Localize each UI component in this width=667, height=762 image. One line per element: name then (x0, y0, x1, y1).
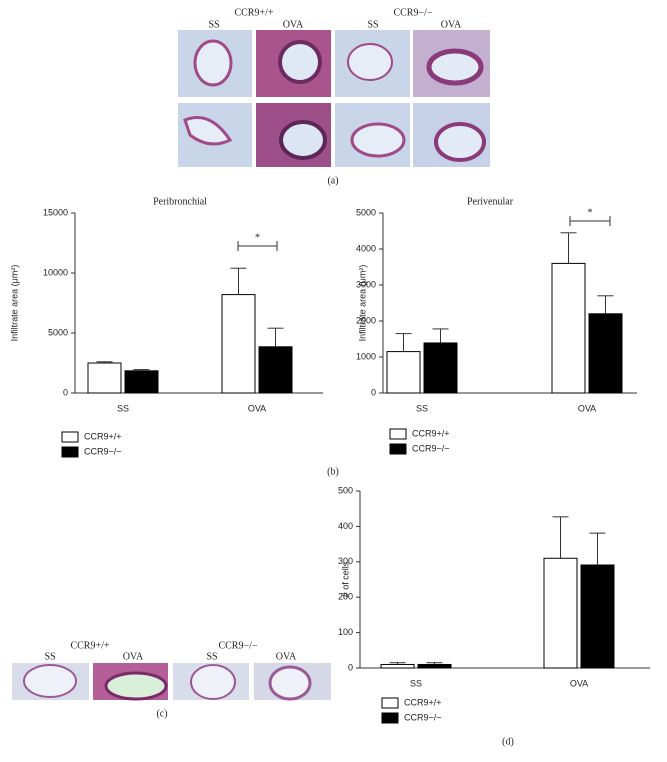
bar (543, 557, 578, 669)
panel-label: (d) (502, 736, 514, 747)
legend-swatch (389, 443, 407, 455)
legend-swatch (389, 428, 407, 440)
y-tick-label: 15000 (43, 207, 68, 217)
bar (124, 370, 159, 394)
panel-label: (a) (327, 175, 338, 186)
y-tick-label: 3000 (356, 279, 376, 289)
significance-label: * (255, 232, 260, 243)
significance-label: * (588, 207, 593, 218)
legend-label: CCR9+/+ (84, 431, 122, 441)
condition-label: SS (367, 19, 378, 30)
y-axis-label: Infiltrate area (μm²) (357, 265, 367, 342)
condition-label: OVA (283, 19, 304, 30)
genotype-label: CCR9−/− (218, 640, 257, 651)
micrograph (190, 664, 236, 700)
chart-title: Peribronchial (153, 196, 207, 207)
panel-c-images (12, 663, 331, 701)
x-tick-label: OVA (570, 678, 588, 688)
panel-label: (c) (156, 708, 167, 719)
y-tick-label: 500 (338, 485, 353, 495)
legend-label: CCR9−/− (404, 712, 442, 722)
x-tick-label: SS (410, 678, 422, 688)
condition-label: SS (44, 651, 55, 662)
micrograph (347, 43, 393, 81)
micrograph (268, 665, 312, 701)
y-tick-label: 400 (338, 521, 353, 531)
bar (423, 342, 458, 394)
bar (221, 294, 256, 394)
micrograph (350, 122, 406, 158)
bar (417, 663, 452, 669)
significance-bracket (569, 216, 611, 226)
genotype-label: CCR9+/+ (234, 7, 273, 18)
significance-bracket (237, 241, 278, 251)
y-tick-label: 5000 (356, 207, 376, 217)
legend-label: CCR9−/− (412, 443, 450, 453)
bar (380, 663, 415, 669)
bar (87, 362, 122, 394)
x-tick-label: SS (416, 403, 428, 413)
micrograph (279, 120, 327, 160)
micrograph (183, 116, 233, 146)
legend-label: CCR9+/+ (412, 428, 450, 438)
y-tick-label: 0 (348, 662, 353, 672)
legend-swatch (381, 697, 399, 709)
genotype-label: CCR9−/− (393, 7, 432, 18)
micrograph (23, 664, 77, 698)
y-tick-label: 200 (338, 592, 353, 602)
bar (258, 346, 293, 394)
x-tick-label: SS (117, 403, 129, 413)
legend-label: CCR9+/+ (404, 697, 442, 707)
chart-title: Perivenular (467, 196, 514, 207)
y-tick-label: 5000 (48, 327, 68, 337)
y-tick-label: 100 (338, 627, 353, 637)
y-tick-label: 0 (63, 387, 68, 397)
legend-swatch (61, 446, 79, 458)
condition-label: OVA (441, 19, 462, 30)
micrograph (426, 48, 484, 86)
bar (551, 262, 586, 394)
y-tick-label: 0 (371, 387, 376, 397)
bar (386, 351, 421, 394)
micrograph (278, 40, 322, 84)
y-axis-label: # of cells (340, 561, 350, 597)
panel-a-images (178, 30, 490, 167)
bar (588, 313, 623, 394)
y-axis-label: Infiltrate area (μm²) (9, 265, 19, 342)
x-tick-label: OVA (578, 403, 596, 413)
condition-label: OVA (123, 651, 144, 662)
y-tick-label: 300 (338, 556, 353, 566)
condition-label: OVA (276, 651, 297, 662)
y-tick-label: 2000 (356, 315, 376, 325)
bar (580, 564, 615, 669)
legend-label: CCR9−/− (84, 446, 122, 456)
condition-label: SS (206, 651, 217, 662)
micrograph (104, 671, 168, 701)
y-tick-label: 10000 (43, 267, 68, 277)
x-tick-label: OVA (248, 403, 266, 413)
micrograph (193, 39, 233, 87)
condition-label: SS (208, 19, 219, 30)
legend-swatch (381, 712, 399, 724)
y-tick-label: 1000 (356, 351, 376, 361)
panel-label: (b) (327, 466, 339, 477)
legend-swatch (61, 431, 79, 443)
y-tick-label: 4000 (356, 243, 376, 253)
micrograph (434, 122, 486, 162)
genotype-label: CCR9+/+ (70, 640, 109, 651)
